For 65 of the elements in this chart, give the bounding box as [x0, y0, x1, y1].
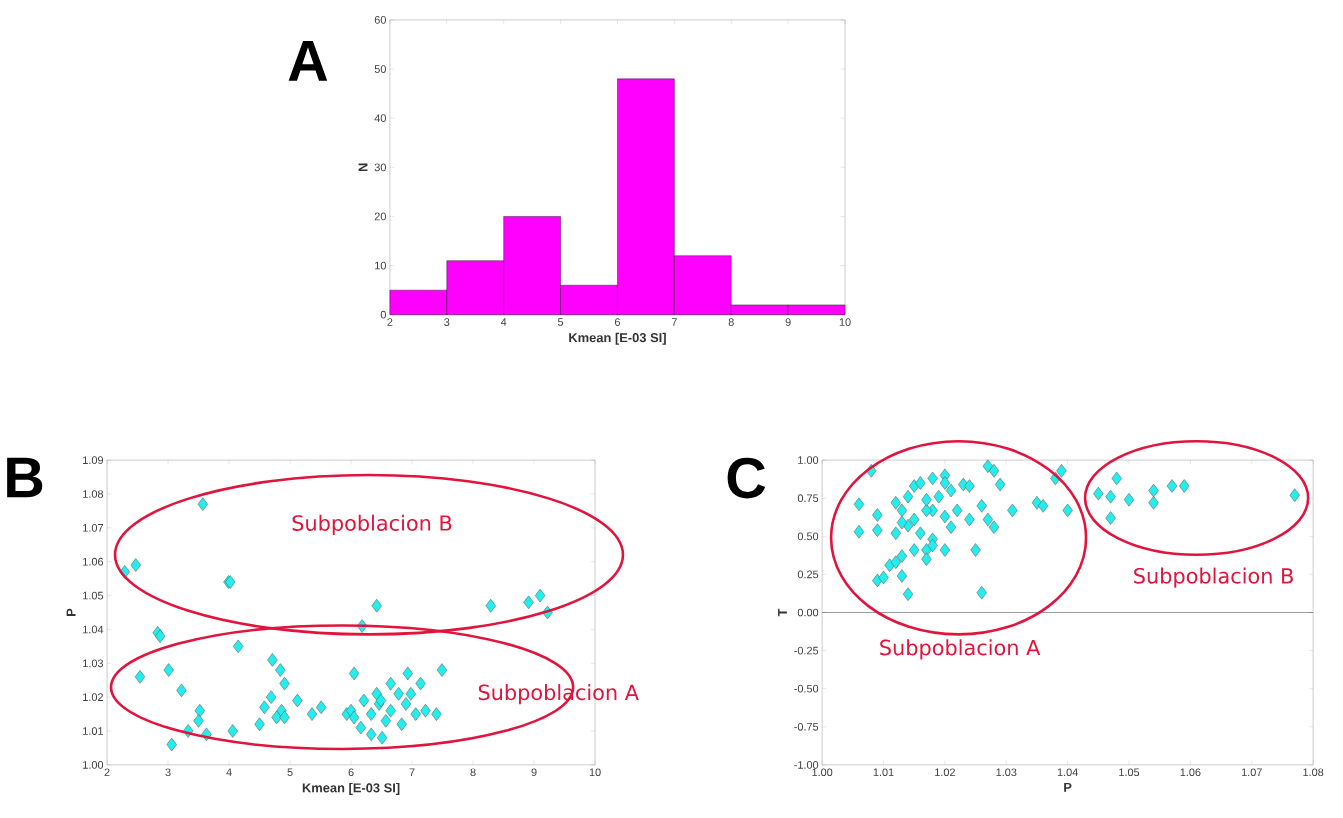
y-tick-label: -0.25	[794, 646, 819, 655]
y-tick-label: 1.05	[83, 591, 104, 600]
y-tick-label: 40	[374, 114, 386, 123]
y-tick-label: 1.09	[83, 456, 104, 465]
x-tick-label: 2	[387, 318, 393, 327]
y-tick-label: 1.01	[83, 727, 104, 736]
y-tick-label: 0	[380, 311, 386, 319]
x-tick-label: 4	[500, 318, 507, 326]
y-axis-title: T	[778, 608, 787, 617]
x-axis-title: Kmean [E-03 SI]	[569, 332, 666, 345]
x-tick-label: 1.06	[1180, 768, 1201, 777]
x-tick-label: 7	[671, 318, 677, 326]
y-tick-label: 1.04	[83, 625, 104, 634]
y-tick-label: 1.00	[798, 456, 819, 465]
x-axis-title: P	[1064, 783, 1072, 792]
x-tick-label: 5	[287, 768, 293, 777]
x-tick-label: 1.02	[935, 768, 955, 777]
x-tick-label: 9	[531, 768, 537, 777]
y-tick-label: 1.03	[83, 659, 104, 668]
x-tick-label: 6	[614, 318, 621, 327]
x-tick-label: 1.05	[1119, 768, 1140, 777]
y-tick-label: 0.50	[797, 532, 819, 541]
x-tick-label: 10	[589, 768, 601, 777]
x-tick-label: 8	[470, 768, 476, 777]
x-tick-label: 3	[444, 318, 450, 327]
y-tick-label: 30	[374, 163, 386, 172]
x-tick-label: 1.01	[873, 768, 894, 777]
y-tick-label: -0.75	[794, 723, 819, 731]
y-tick-label: 1.06	[83, 558, 104, 566]
x-tick-label: 2	[104, 768, 110, 777]
y-tick-label: 0.00	[797, 608, 819, 617]
x-tick-label: 6	[348, 768, 354, 777]
x-tick-label: 5	[557, 318, 564, 326]
x-tick-label: 1.07	[1241, 768, 1262, 777]
y-tick-label: 10	[375, 261, 386, 270]
x-tick-label: 1.00	[812, 768, 833, 777]
x-tick-label: 8	[728, 318, 734, 327]
annotation: Subpoblacion B	[1134, 567, 1293, 588]
annotation: Subpoblacion A	[880, 639, 1041, 660]
y-tick-label: 1.07	[83, 524, 103, 532]
y-tick-label: 0.75	[797, 494, 819, 503]
y-tick-label: 20	[374, 212, 386, 221]
y-axis-title: N	[358, 163, 368, 172]
chart-title: A	[288, 41, 328, 81]
x-tick-label: 10	[839, 318, 851, 327]
x-tick-label: 1.03	[996, 768, 1017, 777]
y-tick-label: 0.25	[797, 570, 819, 579]
y-tick-label: 1.08	[83, 490, 104, 499]
x-tick-label: 7	[409, 768, 415, 777]
y-tick-label: 1.00	[83, 761, 104, 769]
y-tick-label: 1.02	[83, 693, 103, 702]
y-tick-label: -0.50	[794, 685, 819, 693]
x-axis-title: Kmean [E-03 SI]	[302, 783, 400, 796]
annotation: Subpoblacion B	[292, 514, 452, 536]
y-tick-label: 50	[374, 65, 386, 74]
chart-title: B	[7, 457, 43, 498]
chart-title: C	[727, 457, 766, 499]
x-tick-label: 1.04	[1057, 768, 1078, 777]
y-tick-label: -1.00	[794, 761, 819, 769]
y-axis-title: P	[66, 608, 76, 617]
x-tick-label: 1.08	[1303, 768, 1324, 777]
y-tick-label: 60	[374, 16, 386, 24]
x-tick-label: 3	[165, 768, 171, 777]
x-tick-label: 4	[226, 768, 232, 777]
x-tick-label: 9	[785, 318, 791, 327]
